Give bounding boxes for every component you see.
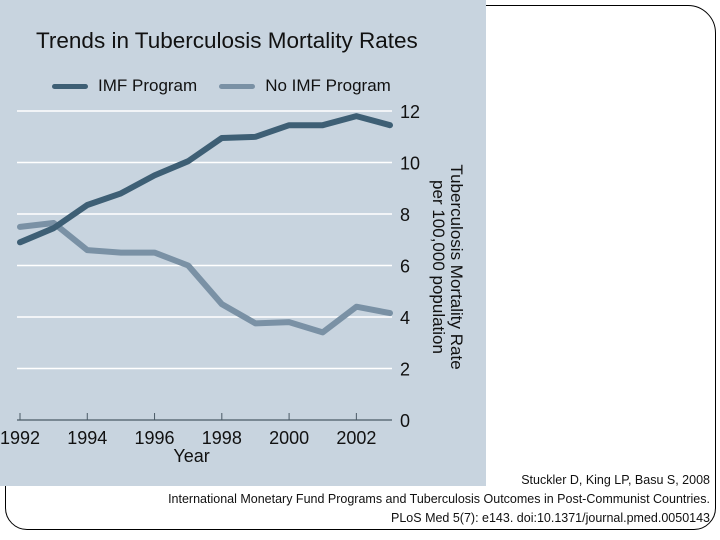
y-tick-label: 12 xyxy=(400,102,420,122)
series-line-no-imf-program xyxy=(17,220,393,336)
legend-item-imf: IMF Program xyxy=(52,76,197,96)
x-tick-label: 1998 xyxy=(202,428,242,448)
x-tick-label: 1994 xyxy=(67,428,107,448)
y-tick-label: 0 xyxy=(400,411,410,431)
x-axis-title: Year xyxy=(173,446,209,466)
series-line-imf-program xyxy=(17,113,393,246)
legend-swatch-no-imf xyxy=(219,83,256,89)
x-tick-label: 1996 xyxy=(135,428,175,448)
chart-title: Trends in Tuberculosis Mortality Rates xyxy=(36,28,418,53)
citation-title: International Monetary Fund Programs and… xyxy=(168,492,710,506)
x-tick-label: 2000 xyxy=(269,428,309,448)
chart-legend: IMF Program No IMF Program xyxy=(52,76,413,96)
y-tick-label: 6 xyxy=(400,257,410,277)
x-tick-label: 2002 xyxy=(336,428,376,448)
y-axis-title: Tuberculosis Mortality Rate per 100,000 … xyxy=(425,152,466,382)
legend-swatch-imf xyxy=(52,83,88,89)
citation-source: PLoS Med 5(7): e143. doi:10.1371/journal… xyxy=(391,511,710,525)
y-tick-label: 2 xyxy=(400,360,410,380)
y-axis-title-line1: Tuberculosis Mortality Rate xyxy=(447,164,466,370)
y-axis-title-line2: per 100,000 population xyxy=(429,180,448,354)
legend-label-imf: IMF Program xyxy=(98,76,198,95)
y-tick-label: 4 xyxy=(400,308,410,328)
x-tick-label: 1992 xyxy=(0,428,40,448)
legend-label-no-imf: No IMF Program xyxy=(265,76,391,95)
citation: Stuckler D, King LP, Basu S, 2008 Intern… xyxy=(168,471,710,528)
chart-canvas: 0 2 4 6 8 10 12 1992 1994 1996 1998 2000 2002 Year xyxy=(0,102,420,466)
legend-item-no-imf: No IMF Program xyxy=(219,76,391,96)
citation-authors: Stuckler D, King LP, Basu S, 2008 xyxy=(521,473,710,487)
y-tick-label: 10 xyxy=(400,154,420,174)
y-tick-label: 8 xyxy=(400,205,410,225)
chart-panel: 0 2 4 6 8 10 12 1992 1994 1996 1998 2000 2002 Year Tr… xyxy=(0,0,486,486)
